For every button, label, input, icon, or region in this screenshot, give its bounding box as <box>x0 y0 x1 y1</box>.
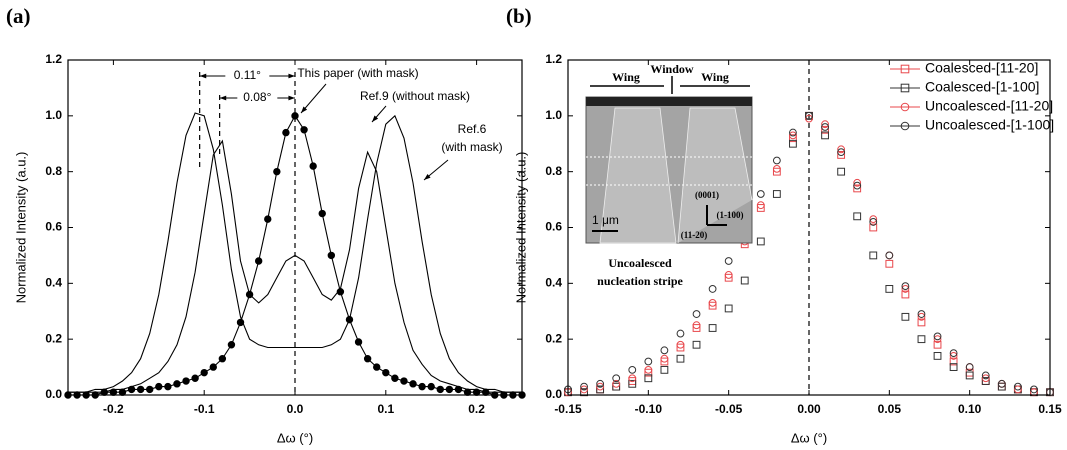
x-tick-label: -0.15 <box>554 402 582 416</box>
data-point <box>292 113 298 119</box>
data-point <box>192 375 198 381</box>
data-point <box>319 210 325 216</box>
data-point <box>428 383 434 389</box>
y-tick-label: 0.6 <box>45 220 62 234</box>
y-tick-label: 1.2 <box>545 52 562 66</box>
data-point <box>364 356 370 362</box>
y-tick-label: 0.0 <box>45 387 62 401</box>
y-tick-label: 1.2 <box>45 52 62 66</box>
data-point <box>219 356 225 362</box>
data-point <box>328 252 334 258</box>
inset-label: Wing <box>701 70 729 84</box>
y-tick-label: 0.8 <box>45 164 62 178</box>
inset-label: 1 μm <box>592 213 619 227</box>
inset-band <box>586 97 752 106</box>
data-point <box>401 378 407 384</box>
y-tick-label: 1.0 <box>545 108 562 122</box>
data-point <box>310 163 316 169</box>
y-tick-label: 0.2 <box>45 331 62 345</box>
data-point <box>147 386 153 392</box>
figure: (a)Δω (°)Normalized Intensity (a.u.)0.00… <box>0 0 1067 450</box>
x-tick-label: 0.10 <box>958 402 982 416</box>
y-tick-label: 0.2 <box>545 331 562 345</box>
x-tick-label: 0.1 <box>377 402 394 416</box>
x-tick-label: 0.00 <box>797 402 821 416</box>
inset-label: (1-100) <box>717 210 744 220</box>
inset-label: Window <box>650 62 693 76</box>
data-point <box>156 383 162 389</box>
legend-label: Uncoalesced-[11-20] <box>925 98 1053 114</box>
annotation: Ref.9 (without mask) <box>360 89 470 103</box>
data-point <box>255 258 261 264</box>
data-point <box>374 364 380 370</box>
annotation: 0.08° <box>243 90 271 104</box>
data-point <box>183 378 189 384</box>
annotation: Ref.6 <box>458 122 487 136</box>
data-point <box>274 168 280 174</box>
page: (a)Δω (°)Normalized Intensity (a.u.)0.00… <box>0 0 1067 450</box>
y-tick-label: 0.0 <box>545 387 562 401</box>
data-point <box>283 129 289 135</box>
panel-label: (b) <box>506 4 532 28</box>
y-tick-label: 1.0 <box>45 108 62 122</box>
y-axis-title: Normalized Intensity (a.u.) <box>13 152 28 304</box>
data-point <box>228 342 234 348</box>
x-tick-label: 0.15 <box>1038 402 1062 416</box>
data-point <box>265 216 271 222</box>
legend-label: Uncoalesced-[1-100] <box>925 117 1054 133</box>
panel-label: (a) <box>6 4 31 28</box>
x-tick-label: -0.05 <box>715 402 743 416</box>
x-tick-label: -0.10 <box>635 402 663 416</box>
data-point <box>137 386 143 392</box>
legend-label: Coalesced-[11-20] <box>925 60 1038 76</box>
data-point <box>392 375 398 381</box>
data-point <box>174 381 180 387</box>
inset-label: (0001) <box>695 190 719 200</box>
data-point <box>446 386 452 392</box>
x-tick-label: -0.2 <box>103 402 124 416</box>
inset-caption: Uncoalesced <box>608 256 672 270</box>
x-tick-label: 0.0 <box>287 402 304 416</box>
data-point <box>201 369 207 375</box>
x-tick-label: 0.05 <box>878 402 902 416</box>
y-tick-label: 0.4 <box>45 276 62 290</box>
data-point <box>210 364 216 370</box>
annotation: (with mask) <box>441 140 502 154</box>
data-point <box>355 339 361 345</box>
data-point <box>410 381 416 387</box>
data-point <box>437 386 443 392</box>
x-tick-label: 0.2 <box>468 402 485 416</box>
legend-label: Coalesced-[1-100] <box>925 79 1039 95</box>
y-axis-title: Normalized Intensity (a.u.) <box>513 152 528 304</box>
y-tick-label: 0.8 <box>545 164 562 178</box>
y-tick-label: 0.4 <box>545 276 562 290</box>
data-point <box>165 383 171 389</box>
y-tick-label: 0.6 <box>545 220 562 234</box>
annotation: This paper (with mask) <box>297 66 418 80</box>
inset-label: (11-20) <box>681 230 708 240</box>
annotation: 0.11° <box>234 68 261 82</box>
data-point <box>301 127 307 133</box>
x-tick-label: -0.1 <box>194 402 215 416</box>
data-point <box>419 383 425 389</box>
background <box>0 0 1067 450</box>
data-point <box>383 369 389 375</box>
x-axis-title: Δω (°) <box>791 430 827 445</box>
inset-label: Wing <box>612 70 640 84</box>
x-axis-title: Δω (°) <box>277 430 313 445</box>
inset-caption: nucleation stripe <box>597 274 683 288</box>
